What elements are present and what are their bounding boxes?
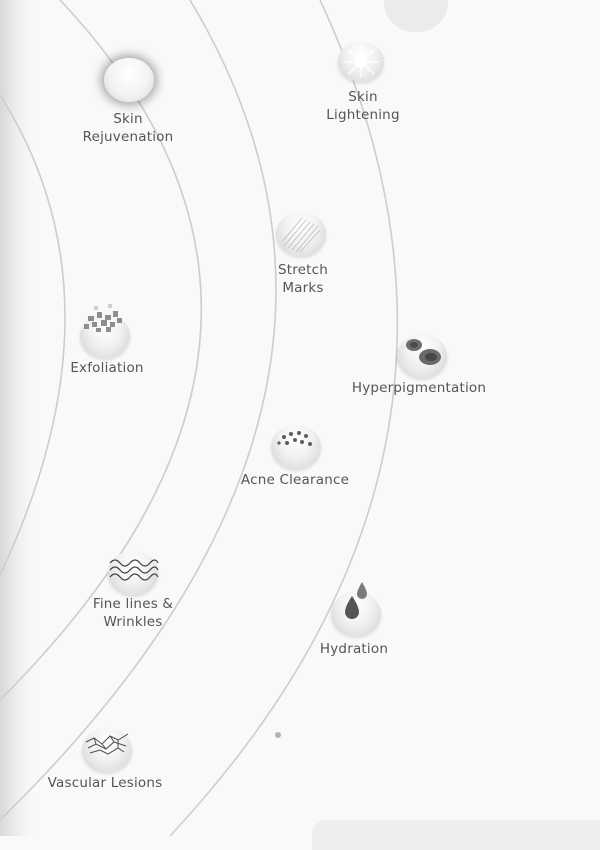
left-edge-shadow: [0, 0, 34, 836]
dark-spots-icon: [397, 334, 447, 378]
treatment-label: Skin Rejuvenation: [82, 111, 174, 145]
treatment-label: Exfoliation: [70, 360, 144, 376]
orbit-ring-4: [169, 0, 399, 836]
treatment-label: Skin Lightening: [326, 89, 400, 123]
wavy-lines-icon: [108, 551, 159, 595]
striated-skin-icon: [276, 212, 326, 256]
skin-flakes-icon: [80, 304, 130, 358]
treatment-label: Acne Clearance: [240, 472, 350, 488]
glowing-orb-icon: [104, 58, 154, 102]
treatment-label: Hydration: [319, 641, 389, 657]
treatment-label: Fine lines & Wrinkles: [92, 596, 174, 630]
treatment-label: Stretch Marks: [277, 262, 329, 296]
treatment-label: Hyperpigmentation: [351, 380, 487, 396]
orbit-ring-3: [0, 0, 277, 821]
acne-dots-icon: [271, 425, 321, 469]
orbit-dot: [275, 732, 281, 738]
water-drops-icon: [331, 582, 381, 636]
orbit-ring-1: [0, 94, 66, 576]
sunburst-icon: [338, 42, 384, 82]
treatment-label: Vascular Lesions: [47, 775, 163, 791]
veins-icon: [82, 728, 132, 772]
